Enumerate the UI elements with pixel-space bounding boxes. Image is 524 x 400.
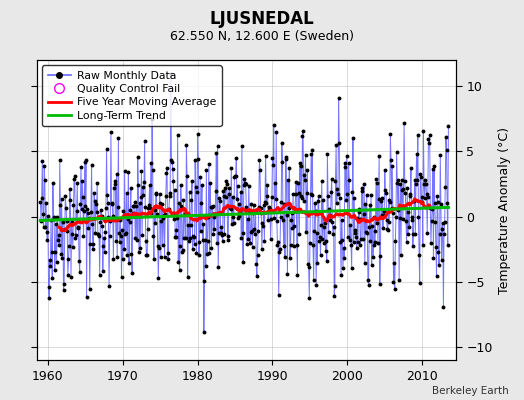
- Text: Berkeley Earth: Berkeley Earth: [432, 386, 508, 396]
- Legend: Raw Monthly Data, Quality Control Fail, Five Year Moving Average, Long-Term Tren: Raw Monthly Data, Quality Control Fail, …: [42, 66, 222, 126]
- Text: 62.550 N, 12.600 E (Sweden): 62.550 N, 12.600 E (Sweden): [170, 30, 354, 43]
- Text: LJUSNEDAL: LJUSNEDAL: [210, 10, 314, 28]
- Y-axis label: Temperature Anomaly (°C): Temperature Anomaly (°C): [498, 126, 511, 294]
